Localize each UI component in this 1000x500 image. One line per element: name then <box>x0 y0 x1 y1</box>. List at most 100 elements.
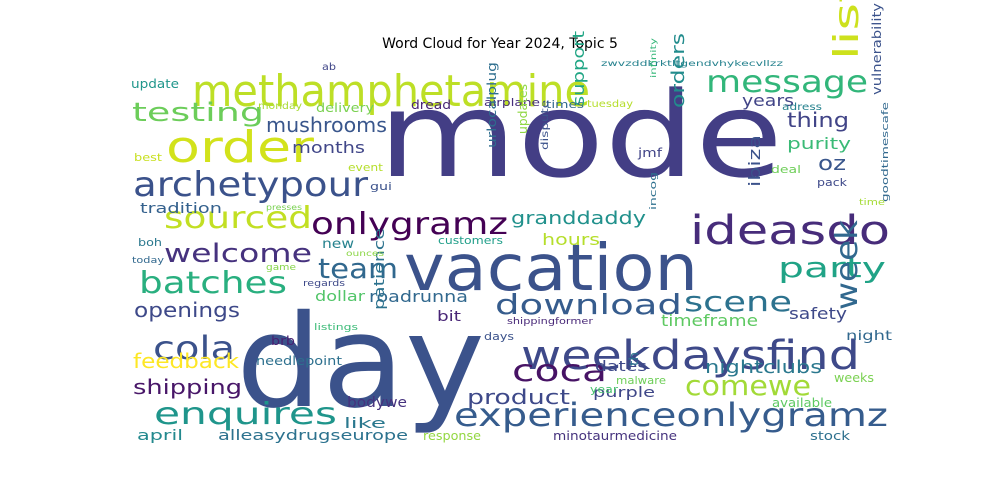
word-mode: mode <box>378 66 783 204</box>
word-vulnerability: vulnerability <box>870 3 884 95</box>
chart-title: Word Cloud for Year 2024, Topic 5 <box>382 36 618 52</box>
word-deal: deal <box>771 163 801 176</box>
word-oz: oz <box>818 151 846 175</box>
word-year: year <box>590 383 619 396</box>
word-welcome: welcome <box>164 239 312 269</box>
word-presses: presses <box>266 203 302 212</box>
word-ounces: ounces <box>346 249 384 258</box>
word-incog: incog <box>649 172 659 210</box>
word-safety: safety <box>789 304 847 323</box>
word-granddaddy: granddaddy <box>511 208 646 229</box>
word-customers: customers <box>438 234 503 247</box>
word-brb: brb <box>271 334 295 348</box>
word-regards: regards <box>303 279 345 289</box>
word-weeks: weeks <box>834 371 874 385</box>
word-day: day <box>236 288 485 437</box>
word-team: team <box>318 252 398 285</box>
word-adress: adress <box>782 102 822 113</box>
word-weekdaysfind: weekdaysfind <box>521 333 860 379</box>
word-tuesday: tuesday <box>587 99 633 110</box>
word-ab: ab <box>322 62 336 73</box>
word-event: event <box>348 161 384 174</box>
word-timeframe: timeframe <box>661 311 758 330</box>
word-tradition: tradition <box>140 201 222 217</box>
word-boh: boh <box>138 236 162 249</box>
word-airplane: airplane <box>484 96 540 109</box>
word-best: best <box>134 151 163 164</box>
word-monday: monday <box>258 101 302 112</box>
word-nightclubs: nightclubs <box>705 357 822 378</box>
word-testing: testing <box>132 98 264 128</box>
word-roadrunna: roadrunna <box>369 287 468 306</box>
word-night: night <box>846 329 892 344</box>
word-feedback: feedback <box>133 349 239 373</box>
word-bodywe: bodywe <box>347 395 407 411</box>
word-goodtimescafe: goodtimescafe <box>881 101 891 202</box>
word-dollar: dollar <box>315 289 365 305</box>
word-order: order <box>166 122 315 173</box>
word-archetypour: archetypour <box>133 165 368 205</box>
word-th: th <box>627 352 641 366</box>
word-game: game <box>266 263 297 273</box>
word-openings: openings <box>134 298 240 322</box>
word-shipping: shipping <box>133 375 242 399</box>
word-mushrooms: mushrooms <box>266 113 387 137</box>
word-enquires: enquires <box>154 397 337 432</box>
word-dispute: dispute <box>540 100 551 150</box>
word-bit: bit <box>437 309 462 325</box>
word-response: response <box>423 429 481 443</box>
word-support: support <box>569 31 588 106</box>
word-coca: coca <box>512 354 607 389</box>
word-ibiza: ibiza <box>745 135 764 187</box>
word-dates: dates <box>595 359 647 375</box>
word-experienceonlygramz: experienceonlygramz <box>454 396 888 434</box>
word-cola: cola <box>153 329 235 367</box>
word-stock: stock <box>810 429 850 443</box>
word-sourced: sourced <box>164 201 312 236</box>
word-download: download <box>495 288 682 321</box>
word-april: april <box>137 428 183 444</box>
word-shippingformer: shippingformer <box>507 317 593 327</box>
word-delivery: delivery <box>316 101 374 115</box>
word-gui: gui <box>370 180 392 193</box>
word-product: product <box>467 385 570 409</box>
word-urlocalplug: urlocalplug <box>485 62 499 148</box>
word-vacation: vacation <box>404 232 698 306</box>
word-purity: purity <box>787 134 851 153</box>
word-minotaurmedicine: minotaurmedicine <box>553 429 677 443</box>
word-times: times <box>546 98 584 111</box>
word-thing: thing <box>787 108 849 132</box>
word-listing: listing <box>827 0 867 60</box>
word-hours: hours <box>542 230 600 249</box>
word-patience: patience <box>372 228 388 310</box>
word-scene: scene <box>684 285 792 318</box>
word-zwvzddkrktltgendvhykecvllzz: zwvzddkrktltgendvhykecvllzz <box>601 59 783 68</box>
word-methamphetamine: methamphetamine <box>192 66 590 117</box>
word-purple: purple <box>593 385 655 401</box>
word-batches: batches <box>139 266 287 301</box>
word-onlygramz: onlygramz <box>311 207 508 242</box>
word-alleasydrugseurope: alleasydrugseurope <box>218 428 408 444</box>
word-days: days <box>484 330 514 343</box>
word-pack: pack <box>817 176 848 189</box>
word-months: months <box>292 138 365 157</box>
word-dread: dread <box>411 98 451 112</box>
word-jmf: jmf <box>637 146 663 160</box>
word-malware: malware <box>616 374 666 387</box>
word-infinity: infinity <box>649 38 658 78</box>
word-years: years <box>742 91 794 110</box>
word-ideasdo: ideasdo <box>690 208 890 254</box>
word-needlepoint: needlepoint <box>256 354 342 368</box>
word-update: update <box>131 77 179 91</box>
word-message: message <box>706 65 868 100</box>
word-updates: updates <box>516 84 530 134</box>
word-listings: listings <box>314 323 358 333</box>
word-like: like <box>344 416 386 432</box>
word-available: available <box>772 396 832 410</box>
word-party: party <box>778 251 886 284</box>
word-today: today <box>132 256 165 266</box>
word-orders: orders <box>668 33 689 108</box>
word-comewe: comewe <box>685 369 811 402</box>
word-time: time <box>859 198 886 208</box>
